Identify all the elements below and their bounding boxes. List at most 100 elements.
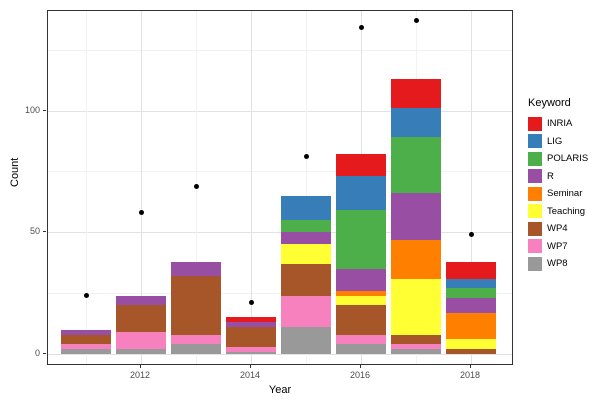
bar-segment-WP4-2014 (226, 327, 276, 347)
data-point-2014 (248, 300, 254, 306)
bar-segment-R-2012 (116, 295, 166, 306)
bar-segment-R-2011 (61, 329, 111, 335)
y-tick-label: 100 (24, 104, 40, 115)
bar-segment-WP8-2011 (61, 349, 111, 354)
gridline-major-v (471, 11, 472, 364)
legend-entry-label: POLARIS (547, 153, 589, 165)
gridline-minor-v (306, 11, 307, 364)
legend-entry-label: Teaching (547, 205, 586, 217)
gridline-minor-h (48, 49, 512, 51)
bar-segment-WP7-2013 (171, 334, 221, 345)
legend-key-swatch (528, 204, 542, 219)
bar-segment-WP4-2018 (446, 349, 496, 354)
legend-entry-label: Seminar (547, 188, 583, 200)
legend-key-swatch (528, 134, 542, 149)
bar-segment-Teaching-2015 (281, 244, 331, 264)
bar-segment-WP4-2012 (116, 305, 166, 333)
bar-segment-POLARIS-2018 (446, 288, 496, 299)
bar-segment-LIG-2016 (336, 176, 386, 211)
legend-key-swatch (528, 256, 542, 271)
x-tick-label: 2014 (239, 370, 261, 380)
legend-key-swatch (528, 169, 542, 184)
bar-segment-WP7-2011 (61, 344, 111, 350)
bar-segment-WP8-2015 (281, 327, 331, 354)
bar-segment-WP7-2017 (391, 344, 441, 350)
bar-segment-WP8-2016 (336, 344, 386, 354)
bar-segment-WP4-2013 (171, 276, 221, 335)
bar-segment-WP4-2016 (336, 305, 386, 335)
y-tick-label: 50 (29, 226, 40, 237)
bar-segment-INRIA-2016 (336, 154, 386, 177)
bar-segment-WP7-2016 (336, 334, 386, 345)
bar-segment-WP7-2015 (281, 295, 331, 328)
y-tick-mark (43, 109, 46, 111)
bar-segment-WP4-2017 (391, 334, 441, 345)
legend-key-swatch (528, 151, 542, 166)
gridline-major-h (48, 232, 512, 234)
y-tick-mark (43, 231, 46, 233)
bar-segment-Seminar-2017 (391, 239, 441, 279)
gridline-minor-v (86, 11, 87, 364)
legend-entry-label: WP4 (547, 223, 568, 235)
legend: Keyword INRIA LIG POLARIS R Seminar Teaching W… (528, 97, 588, 273)
legend-entry-WP7: WP7 (528, 238, 588, 256)
bar-segment-WP4-2015 (281, 263, 331, 296)
legend-entry-Teaching: Teaching (528, 203, 588, 221)
x-tick-label: 2018 (459, 370, 481, 380)
legend-entry-WP4: WP4 (528, 220, 588, 238)
bar-segment-Teaching-2018 (446, 339, 496, 350)
x-tick-label: 2016 (349, 370, 371, 380)
y-axis-title: Count (9, 157, 21, 187)
data-point-2011 (83, 293, 89, 299)
data-point-2018 (468, 232, 474, 238)
data-point-2015 (303, 154, 309, 160)
bar-segment-R-2014 (226, 322, 276, 328)
gridline-major-h (48, 110, 512, 112)
y-tick-mark (43, 353, 46, 354)
legend-entry-label: WP7 (547, 240, 568, 252)
bar-segment-R-2017 (391, 193, 441, 240)
gridline-major-v (141, 11, 142, 364)
x-tick-mark (140, 365, 141, 368)
x-axis-title: Year (268, 384, 292, 396)
legend-key-swatch (528, 186, 542, 201)
legend-entry-WP8: WP8 (528, 255, 588, 273)
bar-segment-INRIA-2017 (391, 78, 441, 109)
bar-segment-WP8-2017 (391, 349, 441, 354)
legend-entry-INRIA: INRIA (528, 115, 588, 133)
legend-entry-label: R (547, 170, 554, 182)
legend-key-swatch (528, 221, 542, 236)
bar-segment-WP8-2012 (116, 349, 166, 354)
legend-key-swatch (528, 239, 542, 254)
x-tick-label: 2012 (129, 370, 151, 380)
legend-entries: INRIA LIG POLARIS R Seminar Teaching WP4 WP7 WP8 (528, 115, 588, 273)
plot-panel (47, 10, 513, 365)
legend-entry-label: LIG (547, 135, 563, 147)
legend-entry-R: R (528, 168, 588, 186)
data-point-2013 (193, 183, 199, 189)
bar-segment-Teaching-2016 (336, 295, 386, 306)
bar-segment-LIG-2018 (446, 278, 496, 289)
bar-segment-R-2015 (281, 232, 331, 245)
gridline-major-h (48, 354, 512, 355)
bar-segment-LIG-2015 (281, 195, 331, 221)
data-point-2016 (358, 25, 364, 31)
bar-segment-INRIA-2018 (446, 261, 496, 279)
bar-segment-POLARIS-2016 (336, 210, 386, 269)
bar-segment-INRIA-2014 (226, 317, 276, 323)
bar-segment-LIG-2017 (391, 108, 441, 138)
bar-segment-R-2018 (446, 298, 496, 313)
legend-key-swatch (528, 116, 542, 131)
x-tick-mark (250, 365, 251, 368)
x-tick-mark (360, 365, 361, 368)
legend-entry-POLARIS: POLARIS (528, 150, 588, 168)
x-tick-mark (470, 365, 471, 368)
data-point-2017 (413, 18, 419, 24)
gridline-minor-h (48, 293, 512, 295)
bar-segment-Seminar-2018 (446, 312, 496, 340)
gridline-minor-h (48, 171, 512, 173)
legend-entry-label: INRIA (547, 118, 573, 130)
data-point-2012 (138, 210, 144, 216)
bar-segment-POLARIS-2017 (391, 137, 441, 194)
